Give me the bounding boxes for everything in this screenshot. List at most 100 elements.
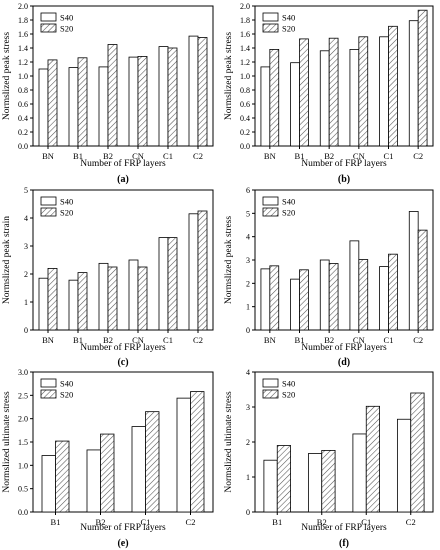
y-tick-label: 0.8 — [18, 86, 28, 95]
x-tick-label: BN — [42, 151, 54, 161]
bar-s20-b1 — [55, 440, 70, 513]
x-tick-label: C2 — [413, 335, 423, 345]
bar-s20-c2 — [190, 391, 205, 513]
legend-swatch-s40 — [262, 378, 279, 388]
y-tick-label: 2 — [246, 438, 250, 447]
y-tick-label: 2 — [246, 279, 250, 288]
bar-s40-bn — [260, 66, 271, 147]
y-tick-label: 1 — [24, 298, 28, 307]
y-tick-label: 4 — [246, 233, 250, 242]
panel-caption: (f) — [339, 538, 349, 549]
bar-s40-c1 — [131, 426, 146, 513]
y-tick-label: 0.0 — [240, 142, 250, 151]
y-tick-label: 1.2 — [18, 58, 28, 67]
y-tick-label: 1.0 — [240, 72, 250, 81]
y-axis-label: Normslized peak stress — [224, 216, 234, 304]
bar-s20-c2 — [410, 392, 425, 513]
y-tick-label: 1.8 — [18, 16, 28, 25]
legend-swatch-s20 — [262, 207, 279, 217]
panel-caption: (a) — [117, 174, 129, 185]
bar-s20-b1 — [77, 272, 88, 331]
y-tick-label: 1 — [246, 473, 250, 482]
y-axis-label: Normslized ultimate stress — [2, 391, 12, 493]
bar-s40-cn — [128, 56, 139, 147]
legend-label: S20 — [60, 24, 73, 34]
bar-s40-c1 — [352, 433, 367, 513]
bar-s20-c1 — [167, 47, 178, 147]
x-tick-label: C2 — [193, 335, 203, 345]
y-tick-label: 5 — [24, 186, 28, 195]
bar-s20-b2 — [328, 263, 339, 331]
bar-s40-b1 — [41, 455, 56, 513]
legend-label: S40 — [282, 13, 295, 23]
legend-swatch-s20 — [40, 23, 57, 33]
bar-s20-c1 — [388, 25, 398, 147]
bar-s20-c2 — [197, 37, 208, 147]
bar-s40-c2 — [188, 35, 199, 147]
bar-s20-c1 — [388, 253, 398, 331]
bar-s20-cn — [358, 36, 369, 147]
bar-s40-c1 — [158, 237, 169, 331]
bar-s20-b2 — [107, 266, 118, 331]
y-tick-label: 0 — [24, 326, 28, 335]
y-tick-label: 0.2 — [240, 128, 250, 137]
y-tick-label: 3.0 — [18, 368, 28, 377]
y-tick-label: 0.8 — [240, 86, 250, 95]
x-tick-label: B1 — [51, 517, 61, 527]
bar-s20-b2 — [321, 449, 336, 513]
y-tick-label: 2.5 — [18, 391, 28, 400]
y-tick-label: 0.0 — [18, 142, 28, 151]
y-axis-label: Normslized ultimate stress — [224, 391, 234, 493]
x-tick-label: B2 — [324, 151, 334, 161]
y-tick-label: 0.6 — [18, 100, 28, 109]
x-tick-label: C1 — [141, 517, 151, 527]
x-axis-label: Number of FRP layers — [80, 522, 166, 533]
bar-s40-b2 — [319, 50, 330, 147]
x-tick-label: B2 — [317, 517, 327, 527]
bar-s20-bn — [47, 267, 58, 331]
y-tick-label: 3 — [246, 403, 250, 412]
bar-s20-c2 — [417, 229, 428, 331]
bar-s40-b1 — [68, 67, 79, 147]
legend-swatch-s20 — [262, 23, 279, 33]
y-tick-label: 1.6 — [18, 30, 28, 39]
plot-frame — [32, 189, 214, 331]
bar-s20-b1 — [299, 269, 309, 331]
x-tick-label: B1 — [73, 335, 83, 345]
bar-s20-b1 — [299, 38, 309, 147]
x-axis-label: Number of FRP layers — [301, 522, 387, 533]
panel-caption: (e) — [117, 538, 128, 549]
x-tick-label: C2 — [406, 517, 416, 527]
legend-label: S20 — [60, 390, 73, 400]
bar-s40-c1 — [379, 266, 389, 331]
y-tick-label: 1.6 — [240, 30, 250, 39]
y-tick-label: 1.4 — [18, 44, 28, 53]
legend-swatch-s40 — [40, 378, 57, 388]
legend-swatch-s40 — [40, 196, 57, 206]
x-tick-label: C1 — [361, 517, 371, 527]
x-tick-label: BN — [264, 151, 276, 161]
x-axis-label: Number of FRP layers — [301, 342, 387, 353]
x-tick-label: B1 — [272, 517, 282, 527]
y-tick-label: 0.4 — [18, 114, 28, 123]
bar-s40-cn — [349, 49, 360, 147]
x-tick-label: CN — [353, 151, 365, 161]
bar-s40-bn — [38, 68, 49, 147]
y-tick-label: 0.2 — [18, 128, 28, 137]
bar-s20-c1 — [167, 237, 178, 331]
y-tick-label: 2 — [24, 270, 28, 279]
legend-swatch-s20 — [40, 207, 57, 217]
chart-panel-2: 0.0 0.2 0.4 0.6 0.8 1.0 1.2 1.4 1.6 1.8 2.0 BN B1 B2 C… — [224, 2, 434, 185]
x-tick-label: BN — [42, 335, 54, 345]
legend-swatch-s40 — [262, 12, 279, 22]
bar-s40-c2 — [408, 211, 419, 331]
bar-s20-b2 — [107, 44, 118, 147]
bar-s20-bn — [269, 49, 280, 147]
x-tick-label: C2 — [193, 151, 203, 161]
bar-s20-cn — [137, 56, 148, 147]
y-tick-label: 0.5 — [18, 485, 28, 494]
bar-s20-bn — [47, 59, 58, 147]
y-axis-label: Normslized peak stress — [224, 32, 234, 120]
